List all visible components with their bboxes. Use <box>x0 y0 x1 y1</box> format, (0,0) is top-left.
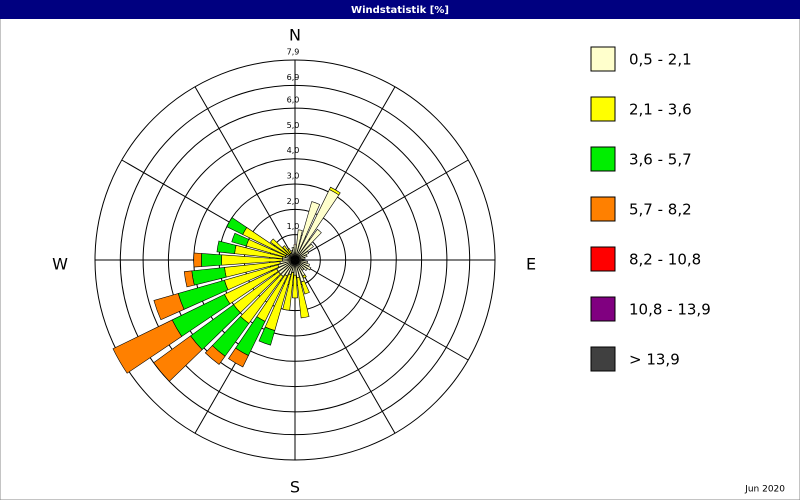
spoke <box>294 259 469 361</box>
legend-swatch <box>590 196 616 222</box>
wedge <box>282 271 295 311</box>
r-tick-label: 5,0 <box>287 121 300 130</box>
wedge <box>329 186 341 196</box>
legend-swatch <box>590 246 616 272</box>
wedge <box>231 232 250 247</box>
r-tick-label: 7,9 <box>287 48 300 57</box>
wedge <box>193 252 202 268</box>
r-tick-label: 1,0 <box>287 222 300 231</box>
wedge <box>294 254 308 261</box>
wedge <box>153 293 185 321</box>
r-tick-label: 6,9 <box>287 73 300 82</box>
wedge <box>290 249 296 261</box>
wedge <box>216 240 237 254</box>
wedge <box>270 238 290 256</box>
legend-label: 3,6 - 5,7 <box>629 151 692 169</box>
spoke <box>294 259 396 434</box>
wedge <box>226 217 248 235</box>
wedge <box>293 244 297 261</box>
compass-label: W <box>52 255 68 274</box>
spoke <box>194 86 296 261</box>
wedge <box>287 248 293 255</box>
footer: Jun 2020 <box>744 485 785 495</box>
legend-swatch <box>590 296 616 322</box>
wedge <box>204 345 226 365</box>
legend-label: 8,2 - 10,8 <box>629 251 701 269</box>
r-tick-label: 6,0 <box>287 96 300 105</box>
legend-swatch <box>590 146 616 172</box>
wedge <box>294 228 322 261</box>
legend-swatch <box>590 46 616 72</box>
wedge <box>201 253 223 267</box>
wedge <box>294 201 321 261</box>
wedge <box>282 245 291 255</box>
wedge <box>294 259 305 271</box>
r-tick-label: 4,0 <box>287 146 300 155</box>
legend-swatch <box>590 96 616 122</box>
legend-label: 0,5 - 2,1 <box>629 51 692 69</box>
wedge <box>258 326 276 346</box>
wedge <box>228 347 249 368</box>
wedge <box>294 251 310 261</box>
chart-title: Windstatistik [%] <box>351 5 449 16</box>
title-bar <box>0 0 800 19</box>
wedge <box>183 270 195 288</box>
legend-label: 2,1 - 3,6 <box>629 101 692 119</box>
wedge <box>112 319 183 374</box>
legend-label: > 13,9 <box>629 351 680 369</box>
wedge <box>292 274 298 299</box>
wedge <box>296 276 310 319</box>
wedge <box>291 247 296 261</box>
wedge <box>302 274 307 279</box>
wedge <box>294 257 306 261</box>
compass-label: E <box>526 255 536 274</box>
r-tick-label: 3,0 <box>287 172 300 181</box>
compass-label: N <box>289 26 301 45</box>
wedge <box>294 229 303 261</box>
wedge <box>294 259 308 271</box>
wedge <box>294 259 312 271</box>
spoke <box>294 159 469 261</box>
compass-label: S <box>290 478 300 497</box>
wedge <box>294 243 314 261</box>
r-tick-label: 2,0 <box>287 197 300 206</box>
legend-label: 5,7 - 8,2 <box>629 201 692 219</box>
wedge <box>300 280 310 295</box>
wedge <box>153 335 203 382</box>
legend-label: 10,8 - 13,9 <box>629 301 711 319</box>
legend-swatch <box>590 346 616 372</box>
